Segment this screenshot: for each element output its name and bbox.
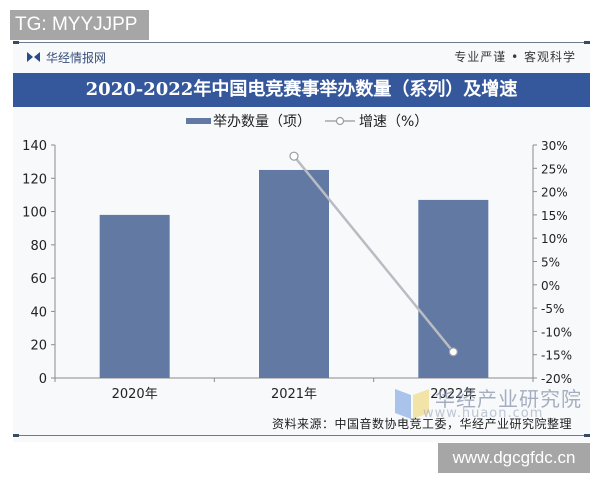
brand-name: 华经情报网	[46, 50, 107, 65]
watermark-org-name: 华经产业研究院	[435, 387, 582, 411]
right-tick-label: 30%	[541, 139, 568, 153]
x-tick-label: 2021年	[271, 387, 317, 402]
right-tick-label: 25%	[541, 162, 568, 176]
bottom-watermark-badge: www.dgcgfdc.cn	[438, 443, 590, 473]
right-tick-label: -20%	[541, 372, 572, 386]
line-point-marker	[448, 347, 458, 357]
chart-plot: 举办数量（项） 增速（%） 0 20 40 60 80 100 120 140 -20% -15…	[22, 114, 572, 402]
line-point-marker	[289, 151, 299, 161]
left-tick-label: 60	[30, 272, 47, 287]
left-tick-label: 120	[22, 172, 47, 187]
watermark-url: www.huaon.com	[423, 406, 544, 421]
right-tick-label: 20%	[541, 186, 568, 200]
legend-line-marker-icon	[335, 116, 345, 126]
bar-series	[99, 169, 489, 378]
right-tick-label: 10%	[541, 232, 568, 246]
slogan: 专业严谨 • 客观科学	[454, 50, 576, 64]
line-series	[289, 151, 458, 357]
data-source-note: 资料来源：中国音数协电竞工委，华经产业研究院整理	[271, 417, 572, 431]
left-tick-label: 100	[22, 206, 47, 221]
left-tick-label: 40	[30, 305, 47, 320]
chart-title: 2020-2022年中国电竞赛事举办数量（系列）及增速	[13, 73, 590, 107]
legend-bar-label: 举办数量（项）	[213, 114, 311, 130]
right-tick-label: -5%	[541, 302, 564, 316]
right-tick-label: -15%	[541, 349, 572, 363]
left-tick-label: 0	[39, 372, 47, 387]
right-tick-label: -10%	[541, 325, 572, 339]
top-divider	[13, 41, 590, 44]
top-watermark-badge: TG: MYYJJPP	[10, 10, 149, 40]
legend-bar-swatch	[186, 118, 211, 124]
brand-logo-icon	[27, 51, 40, 63]
x-tick-label: 2022年	[430, 387, 476, 402]
right-tick-label: 15%	[541, 209, 568, 223]
right-tick-label: 0%	[541, 279, 560, 293]
chart-card: 华经情报网 专业严谨 • 客观科学 2020-2022年中国电竞赛事举办数量（系…	[13, 41, 590, 442]
right-y-axis: -20% -15% -10% -5% 0% 5% 10% 15% 20% 25% 30%	[532, 139, 572, 386]
bar	[99, 214, 170, 378]
right-tick-label: 5%	[541, 256, 560, 270]
left-tick-label: 20	[30, 339, 47, 354]
left-tick-label: 80	[30, 239, 47, 254]
left-tick-label: 140	[22, 139, 47, 154]
legend-line-label: 增速（%）	[359, 114, 428, 130]
bar	[259, 169, 329, 378]
left-y-axis: 0 20 40 60 80 100 120 140	[22, 139, 56, 387]
x-tick-label: 2020年	[112, 387, 158, 402]
watermark-logo-icon	[395, 389, 429, 419]
bottom-divider	[13, 434, 590, 437]
brand: 华经情报网	[27, 48, 106, 66]
legend: 举办数量（项） 增速（%）	[186, 114, 428, 130]
